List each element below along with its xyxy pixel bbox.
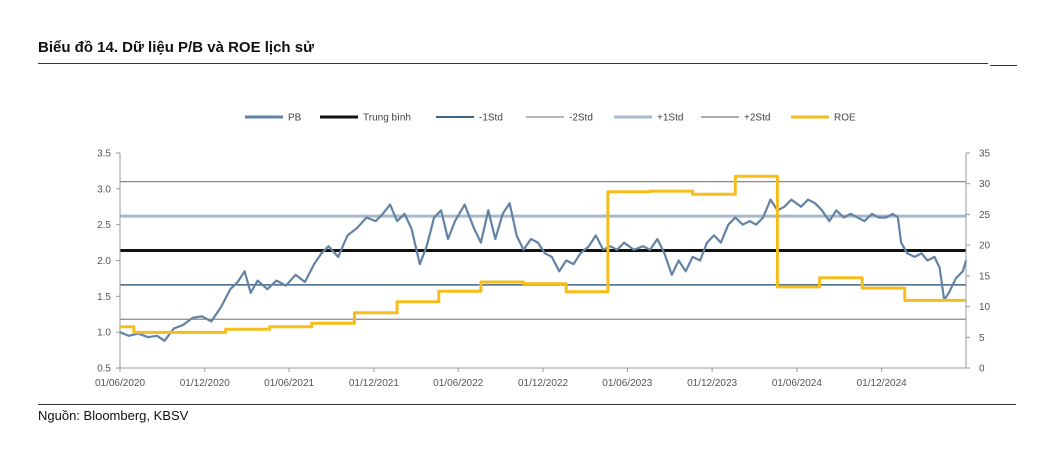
- x-tick-label: 01/06/2024: [772, 378, 822, 389]
- y-left-tick-label: 0.5: [97, 364, 111, 375]
- y-left-tick-label: 3.0: [97, 184, 111, 195]
- y-right-tick-label: 20: [979, 241, 991, 252]
- y-right-tick-label: 25: [979, 210, 991, 221]
- x-tick-label: 01/06/2022: [433, 378, 483, 389]
- x-tick-label: 01/12/2021: [349, 378, 399, 389]
- y-right-tick-label: 15: [979, 271, 991, 282]
- y-left-tick-label: 2.5: [97, 220, 111, 231]
- x-tick-label: 01/12/2020: [180, 378, 230, 389]
- x-tick-label: 01/12/2024: [857, 378, 907, 389]
- x-tick-label: 01/12/2022: [518, 378, 568, 389]
- x-tick-label: 01/12/2023: [687, 378, 737, 389]
- y-left-tick-label: 2.0: [97, 256, 111, 267]
- y-left-tick-label: 1.5: [97, 292, 111, 303]
- top-rule-tail: [990, 65, 1017, 66]
- chart-title: Biểu đồ 14. Dữ liệu P/B và ROE lịch sử: [38, 39, 314, 56]
- series: [119, 174, 968, 342]
- legend-label: Trung bình: [363, 113, 411, 124]
- legend-label: +1Std: [657, 113, 683, 124]
- legend-label: -2Std: [569, 113, 593, 124]
- y-left-tick-label: 3.5: [97, 149, 111, 160]
- source-note: Nguồn: Bloomberg, KBSV: [38, 408, 189, 423]
- y-right-tick-label: 0: [979, 364, 985, 375]
- x-tick-label: 01/06/2020: [95, 378, 145, 389]
- x-tick-label: 01/06/2023: [602, 378, 652, 389]
- y-right-tick-label: 5: [979, 333, 985, 344]
- legend-label: -1Std: [479, 113, 503, 124]
- y-right-tick-label: 35: [979, 149, 991, 160]
- x-tick-label: 01/06/2021: [264, 378, 314, 389]
- y-right-tick-label: 30: [979, 179, 991, 190]
- legend-label: +2Std: [744, 113, 770, 124]
- y-left-tick-label: 1.0: [97, 328, 111, 339]
- series-pb: [119, 198, 968, 342]
- y-right-tick-label: 10: [979, 302, 991, 313]
- legend-label: ROE: [834, 113, 856, 124]
- legend-label: PB: [288, 113, 302, 124]
- top-rule: [38, 63, 988, 64]
- series-roe: [120, 174, 966, 334]
- axes: 0.5 1.0 1.5 2.0 2.5 3.0 3.5 0 5 10 15 20 25 30 35 01/06…: [95, 149, 991, 390]
- legend: PB Trung bình -1Std -2Std +1Std +2Std ROE: [245, 113, 856, 124]
- bottom-rule: [38, 404, 1016, 405]
